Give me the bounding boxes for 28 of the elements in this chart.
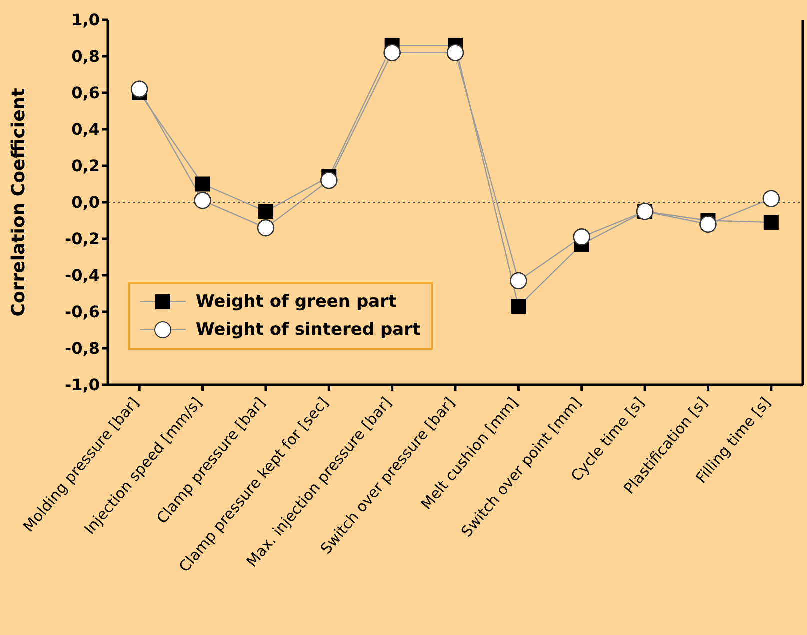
y-tick-label: 0,4: [72, 120, 100, 140]
y-tick-label: -0,8: [65, 339, 100, 358]
point: [764, 215, 779, 230]
y-tick-label: 0,8: [72, 47, 100, 66]
point: [320, 172, 338, 190]
legend-label: Weight of sintered part: [196, 320, 421, 340]
point: [446, 44, 464, 62]
point: [130, 80, 148, 98]
point: [762, 190, 780, 208]
y-tick-label: 0,0: [72, 193, 100, 212]
y-tick-label: -0,6: [65, 302, 100, 322]
point: [510, 272, 528, 290]
point: [194, 192, 212, 210]
point: [384, 44, 401, 62]
point: [700, 216, 717, 234]
point: [195, 176, 210, 192]
y-tick-label: -0,4: [65, 266, 100, 286]
y-tick-label: -0,2: [65, 230, 100, 249]
point: [258, 204, 274, 220]
point: [257, 219, 275, 237]
y-tick-label: 0,2: [72, 156, 100, 176]
y-axis-title: Correlation Coefficient: [8, 88, 30, 317]
point: [511, 299, 526, 314]
y-tick-label: -1,0: [65, 376, 100, 395]
point: [573, 228, 591, 246]
y-tick-label: 1,0: [72, 10, 100, 30]
legend-label: Weight of green part: [196, 292, 397, 312]
y-tick-label: 0,6: [72, 84, 100, 103]
